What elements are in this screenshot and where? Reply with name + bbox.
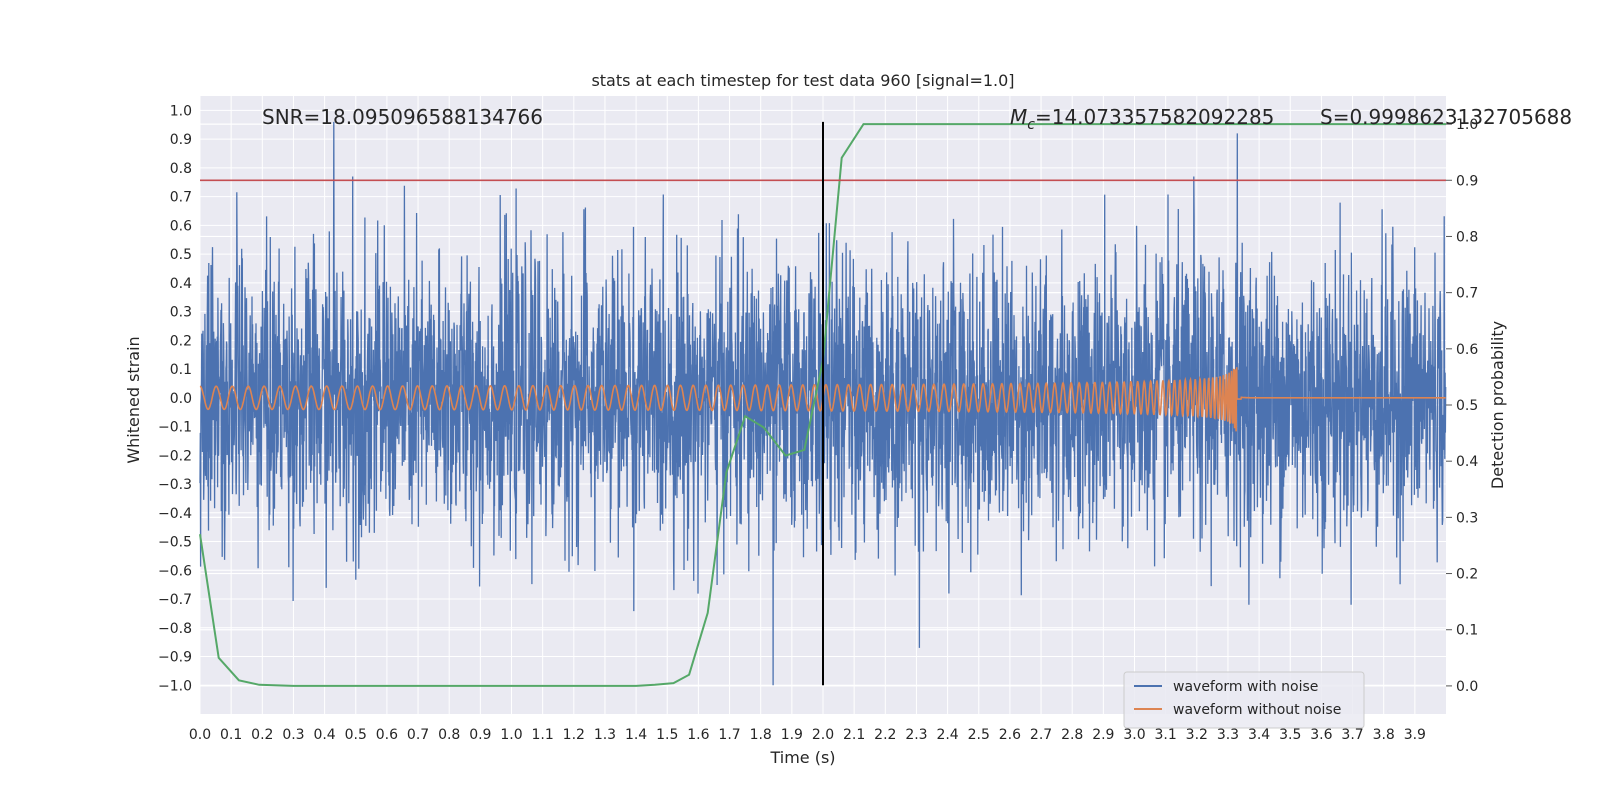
x-tick-label: 3.3	[1217, 727, 1239, 743]
y-tick-label: 0.2	[170, 333, 192, 349]
legend-label-clean: waveform without noise	[1173, 702, 1341, 718]
x-tick-label: 0.7	[407, 727, 429, 743]
x-tick-label: 3.5	[1279, 727, 1301, 743]
x-tick-label: 1.4	[625, 727, 647, 743]
x-tick-label: 3.0	[1123, 727, 1145, 743]
x-tick-label: 3.4	[1248, 727, 1270, 743]
x-tick-label: 2.4	[936, 727, 958, 743]
y-tick-label: 0.4	[170, 276, 192, 292]
y2-tick-label: 0.7	[1456, 286, 1478, 302]
x-tick-label: 0.3	[282, 727, 304, 743]
s-annotation: S=0.9998623132705688	[1320, 105, 1572, 129]
x-tick-label: 1.6	[687, 727, 709, 743]
y-tick-label: −0.5	[158, 535, 192, 551]
x-tick-label: 1.7	[718, 727, 740, 743]
x-tick-label: 0.9	[469, 727, 491, 743]
x-tick-label: 3.7	[1341, 727, 1363, 743]
chirp-mass-symbol: M	[1010, 105, 1027, 129]
y-tick-label: −0.7	[158, 592, 192, 608]
series-line-detection-probability	[199, 123, 1446, 687]
y-tick-label: 0.3	[170, 305, 192, 321]
x-tick-label: 1.9	[781, 727, 803, 743]
y2-tick-label: 0.6	[1456, 342, 1478, 358]
x-tick-label: 2.0	[812, 727, 834, 743]
y-tick-label: −0.8	[158, 621, 192, 637]
y-tick-label: 0.0	[170, 391, 192, 407]
y2-tick-label: 1.0	[1456, 117, 1478, 133]
y-tick-label: 1.0	[170, 103, 192, 119]
y2-tick-label: 0.1	[1456, 623, 1478, 639]
axes-layer: 0.0 0.1 0.2 0.3 0.4 0.5 0.6 0.7 0.8 0.9 1.0 1.1 1.2 1…	[158, 103, 1478, 743]
x-tick-label: 1.8	[750, 727, 772, 743]
chirp-mass-subscript: c	[1027, 117, 1035, 133]
x-tick-label: 3.1	[1155, 727, 1177, 743]
x-tick-label: 2.5	[968, 727, 990, 743]
y-tick-label: −0.3	[158, 477, 192, 493]
y2-tick-label: 0.5	[1456, 398, 1478, 414]
x-tick-label: 0.8	[438, 727, 460, 743]
x-tick-label: 2.9	[1092, 727, 1114, 743]
plot-area	[199, 96, 1447, 714]
y-tick-label: −1.0	[158, 678, 192, 694]
y2-tick-label: 0.4	[1456, 454, 1478, 470]
chirp-mass-value: =14.073357582092285	[1035, 105, 1274, 129]
y-tick-label: 0.5	[170, 247, 192, 263]
y-tick-label: 0.8	[170, 161, 192, 177]
x-tick-label: 3.2	[1186, 727, 1208, 743]
x-tick-label: 3.6	[1310, 727, 1332, 743]
x-tick-label: 2.2	[874, 727, 896, 743]
y-tick-label: −0.9	[158, 650, 192, 666]
y2-tick-label: 0.0	[1456, 679, 1478, 695]
x-tick-label: 3.8	[1373, 727, 1395, 743]
x-tick-label: 0.6	[376, 727, 398, 743]
x-tick-label: 1.1	[532, 727, 554, 743]
legend: waveform with noise waveform without noi…	[1123, 671, 1365, 729]
x-tick-label: 1.2	[563, 727, 585, 743]
x-tick-label: 0.4	[313, 727, 335, 743]
y-tick-label: −0.2	[158, 448, 192, 464]
x-tick-label: 2.8	[1061, 727, 1083, 743]
chart-title: stats at each timestep for test data 960…	[591, 71, 1014, 90]
x-tick-label: 0.2	[251, 727, 273, 743]
x-tick-label: 2.3	[905, 727, 927, 743]
x-tick-label: 1.0	[500, 727, 522, 743]
x-tick-label: 0.0	[189, 727, 211, 743]
x-tick-label: 2.6	[999, 727, 1021, 743]
legend-box	[1123, 671, 1365, 729]
x-tick-label: 1.5	[656, 727, 678, 743]
legend-label-noise: waveform with noise	[1173, 679, 1318, 695]
snr-annotation: SNR=18.095096588134766	[262, 105, 543, 129]
chirp-mass-annotation: Mc=14.073357582092285	[1010, 105, 1274, 133]
y2-tick-label: 0.9	[1456, 173, 1478, 189]
y2-tick-label: 0.2	[1456, 567, 1478, 583]
y-tick-label: 0.9	[170, 132, 192, 148]
x-axis-label: Time (s)	[769, 748, 835, 767]
y-tick-label: −0.6	[158, 563, 192, 579]
y-tick-label: −0.1	[158, 420, 192, 436]
y2-axis-label: Detection probability	[1488, 321, 1507, 489]
x-tick-label: 0.1	[220, 727, 242, 743]
x-tick-label: 0.5	[345, 727, 367, 743]
y-tick-label: −0.4	[158, 506, 192, 522]
x-tick-label: 3.9	[1404, 727, 1426, 743]
y-tick-label: 0.7	[170, 190, 192, 206]
x-tick-label: 2.1	[843, 727, 865, 743]
y-tick-label: 0.6	[170, 218, 192, 234]
y-axis-label: Whitened strain	[124, 336, 143, 463]
y2-tick-label: 0.8	[1456, 229, 1478, 245]
x-tick-label: 2.7	[1030, 727, 1052, 743]
y-tick-label: 0.1	[170, 362, 192, 378]
x-tick-label: 1.3	[594, 727, 616, 743]
y2-tick-label: 0.3	[1456, 510, 1478, 526]
